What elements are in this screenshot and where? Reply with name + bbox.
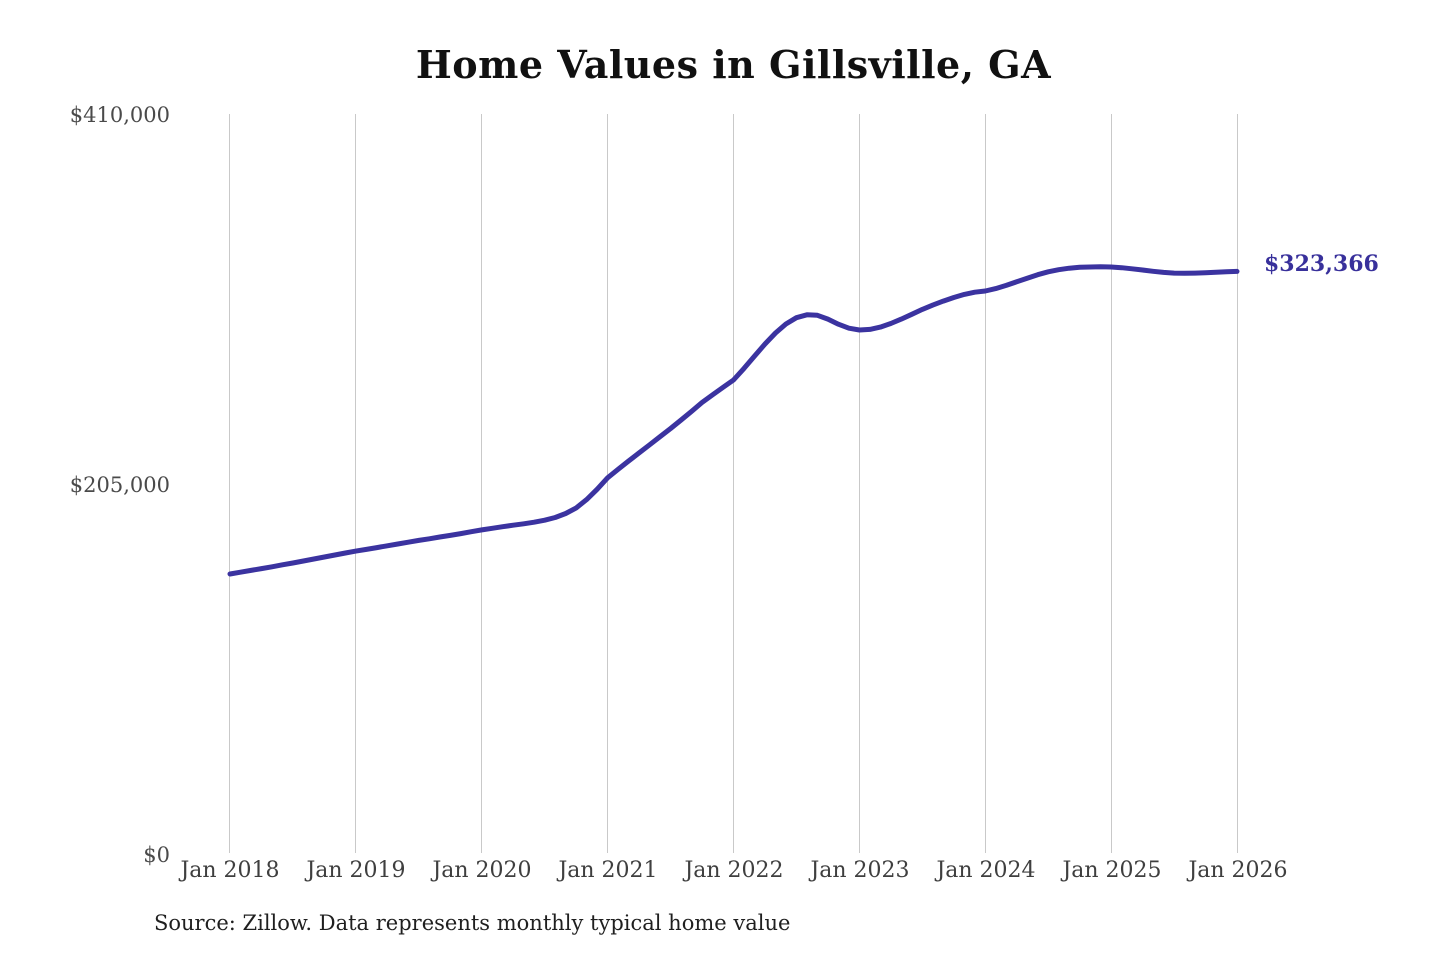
gridline-jan-2020 [481, 114, 482, 853]
gridline-jan-2018 [229, 114, 230, 853]
source-note: Source: Zillow. Data represents monthly … [154, 911, 791, 935]
gridline-jan-2024 [985, 114, 986, 853]
x-tick-label-jan-2018: Jan 2018 [180, 858, 280, 883]
chart-title: Home Values in Gillsville, GA [415, 42, 1052, 87]
x-tick-label-jan-2019: Jan 2019 [306, 858, 406, 883]
x-tick-label-jan-2020: Jan 2020 [432, 858, 532, 883]
gridline-jan-2023 [859, 114, 860, 853]
y-tick-label-410000: $410,000 [69, 103, 170, 127]
gridline-jan-2026 [1237, 114, 1238, 853]
gridline-jan-2019 [355, 114, 356, 853]
gridline-jan-2025 [1111, 114, 1112, 853]
home-value-line-series [227, 264, 1240, 577]
x-tick-label-jan-2022: Jan 2022 [684, 858, 784, 883]
gridline-jan-2022 [733, 114, 734, 853]
x-tick-label-jan-2024: Jan 2024 [936, 858, 1036, 883]
y-tick-label-205000: $205,000 [69, 473, 170, 497]
x-tick-label-jan-2021: Jan 2021 [558, 858, 658, 883]
latest-value-label: $323,366 [1264, 251, 1379, 277]
y-tick-label-0: $0 [143, 843, 170, 867]
gridline-jan-2021 [607, 114, 608, 853]
x-tick-label-jan-2025: Jan 2025 [1062, 858, 1162, 883]
x-tick-label-jan-2026: Jan 2026 [1188, 858, 1288, 883]
x-tick-label-jan-2023: Jan 2023 [810, 858, 910, 883]
